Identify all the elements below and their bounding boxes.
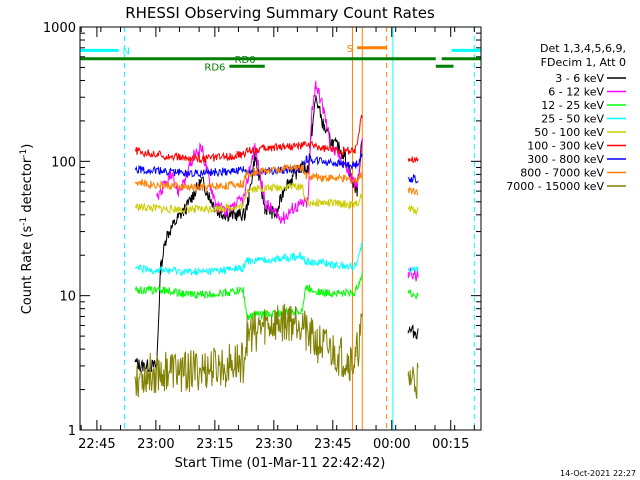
legend-label-3: 25 - 50 keV bbox=[541, 113, 604, 126]
y-tick-label-2: 100 bbox=[51, 155, 76, 170]
y-tick-label-3: 1000 bbox=[43, 21, 76, 36]
plot-content bbox=[80, 27, 475, 430]
flag-label-0: N bbox=[123, 46, 130, 57]
series-line-6 bbox=[134, 153, 419, 184]
flag-label-1: S bbox=[347, 44, 353, 55]
legend-label-8: 7000 - 15000 keV bbox=[506, 180, 604, 193]
x-tick-label-5: 00:00 bbox=[373, 437, 410, 452]
x-tick-label-3: 23:30 bbox=[255, 437, 292, 452]
series-line-5 bbox=[134, 114, 419, 164]
legend-header-line2: FDecim 1, Att 0 bbox=[541, 56, 626, 69]
flag-label-3: RD6 bbox=[204, 62, 225, 73]
series-line-0 bbox=[134, 95, 419, 373]
series-line-4 bbox=[134, 181, 419, 216]
x-tick-label-6: 00:15 bbox=[432, 437, 469, 452]
y-tick-label-1: 10 bbox=[59, 290, 76, 305]
footer-date: 14-Oct-2021 22:27 bbox=[560, 469, 636, 478]
x-tick-label-1: 23:00 bbox=[137, 437, 174, 452]
axes: 1 10 100 1000 22:45 23:00 23:15 23:30 23:45 00:00… bbox=[43, 21, 481, 452]
x-tick-label-2: 23:15 bbox=[196, 437, 233, 452]
legend-label-2: 12 - 25 keV bbox=[541, 99, 604, 112]
legend: Det 1,3,4,5,6,9, FDecim 1, Att 0 3 - 6 k… bbox=[506, 42, 626, 193]
series-line-2 bbox=[134, 271, 419, 321]
series-line-3 bbox=[134, 242, 419, 277]
legend-label-4: 50 - 100 keV bbox=[534, 126, 604, 139]
legend-header-line1: Det 1,3,4,5,6,9, bbox=[540, 42, 626, 55]
legend-label-0: 3 - 6 keV bbox=[555, 72, 604, 85]
y-axis-label: Count Rate (s-1 detector-1) bbox=[19, 144, 35, 315]
x-tick-label-4: 23:45 bbox=[314, 437, 351, 452]
y-tick-label-0: 1 bbox=[68, 424, 76, 439]
series-line-1 bbox=[156, 80, 419, 282]
plot-frame bbox=[79, 26, 482, 431]
series-line-8 bbox=[134, 303, 419, 399]
x-tick-label-0: 22:45 bbox=[78, 437, 115, 452]
legend-label-7: 800 - 7000 keV bbox=[520, 167, 604, 180]
series-line-7 bbox=[134, 163, 419, 196]
plot-area: N S RD0 RD6 bbox=[80, 27, 481, 430]
legend-label-1: 6 - 12 keV bbox=[548, 86, 604, 99]
chart-title: RHESSI Observing Summary Count Rates bbox=[125, 4, 435, 22]
legend-label-5: 100 - 300 keV bbox=[527, 140, 604, 153]
flag-label-2: RD0 bbox=[235, 55, 256, 66]
x-axis-label: Start Time (01-Mar-11 22:42:42) bbox=[175, 456, 386, 471]
legend-label-6: 300 - 800 keV bbox=[527, 153, 604, 166]
